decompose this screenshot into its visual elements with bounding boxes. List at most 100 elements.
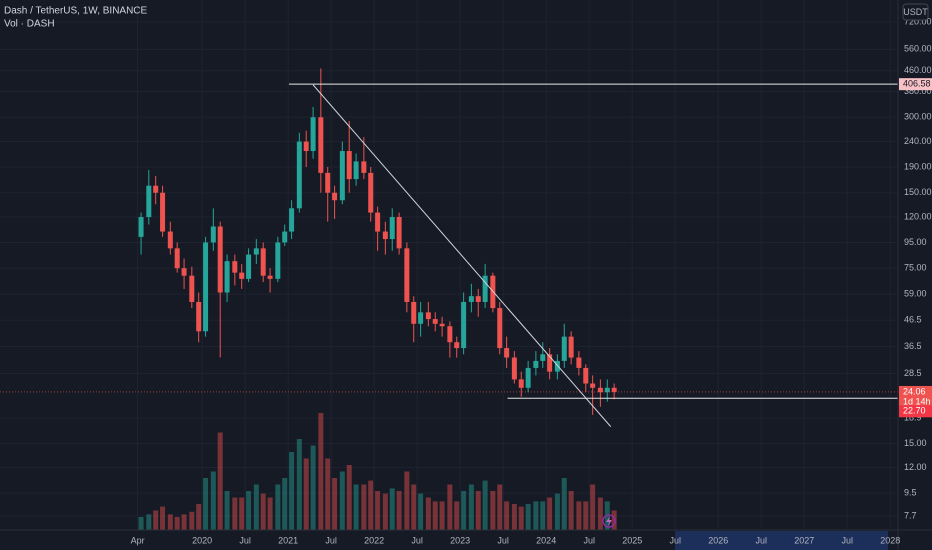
y-tick-label: 460.00 bbox=[904, 65, 932, 75]
candle-body bbox=[497, 308, 503, 349]
currency-button[interactable] bbox=[902, 3, 929, 21]
y-tick-label: 95.00 bbox=[904, 237, 927, 247]
level-price-box bbox=[899, 78, 932, 91]
candle-body bbox=[525, 367, 531, 388]
volume-bar bbox=[547, 497, 553, 530]
volume-bar bbox=[461, 491, 467, 530]
volume-bar bbox=[253, 484, 259, 530]
candle-body bbox=[160, 192, 166, 232]
x-tick-label: 2026 bbox=[708, 535, 728, 545]
candle-body bbox=[533, 360, 539, 368]
candle-body bbox=[339, 151, 345, 201]
volume-bar bbox=[425, 497, 431, 530]
candle-body bbox=[561, 336, 567, 361]
trend-line bbox=[312, 84, 612, 427]
volume-bar bbox=[439, 501, 445, 530]
volume-bar bbox=[296, 439, 302, 530]
symbol-title: Dash / TetherUS, 1W, BINANCE bbox=[4, 6, 148, 17]
candle-body bbox=[468, 296, 474, 302]
volume-bar bbox=[289, 452, 295, 530]
candle-body bbox=[325, 172, 331, 193]
flash-icon[interactable] bbox=[602, 514, 616, 528]
volume-bar bbox=[540, 501, 546, 530]
candle-body bbox=[224, 261, 230, 293]
candle-body bbox=[260, 248, 266, 276]
candle-body bbox=[518, 379, 524, 388]
y-tick-label: 560.00 bbox=[904, 44, 932, 54]
volume-bar bbox=[511, 504, 517, 530]
volume-bar bbox=[518, 506, 524, 530]
volume-bar bbox=[167, 514, 173, 530]
candle-body bbox=[232, 261, 238, 273]
candle-body bbox=[346, 151, 352, 180]
volume-bar bbox=[146, 514, 152, 530]
time-range-highlight bbox=[675, 531, 888, 550]
volume-bar bbox=[353, 484, 359, 530]
candle-body bbox=[267, 275, 273, 279]
y-tick-label: 190.00 bbox=[904, 161, 932, 171]
volume-bar bbox=[583, 501, 589, 530]
volume-bar bbox=[224, 491, 230, 530]
y-tick-label: 18.9 bbox=[904, 413, 922, 423]
candle-body bbox=[353, 161, 359, 180]
volume-bar bbox=[153, 510, 159, 530]
candle-body bbox=[174, 248, 180, 269]
x-tick-label: Jul bbox=[583, 535, 595, 545]
volume-bar bbox=[468, 484, 474, 530]
level-price-box bbox=[899, 405, 932, 418]
candle-body bbox=[597, 387, 603, 393]
y-tick-label: 720.00 bbox=[904, 16, 932, 26]
volume-title: Vol · DASH bbox=[4, 19, 55, 30]
x-tick-label: 2021 bbox=[278, 535, 298, 545]
x-tick-label: 2022 bbox=[364, 535, 384, 545]
x-tick-label: Jul bbox=[841, 535, 853, 545]
candle-body bbox=[153, 185, 159, 193]
candle-body bbox=[296, 141, 302, 209]
candle-body bbox=[439, 323, 445, 327]
candle-body bbox=[418, 312, 424, 324]
x-tick-label: 2025 bbox=[622, 535, 642, 545]
volume-bar bbox=[246, 491, 252, 530]
y-tick-label: 12.00 bbox=[904, 462, 927, 472]
x-tick-label: 2024 bbox=[536, 535, 556, 545]
volume-bar bbox=[533, 501, 539, 530]
volume-bar bbox=[368, 480, 374, 530]
volume-bar bbox=[389, 488, 395, 530]
x-tick-label: 2027 bbox=[794, 535, 814, 545]
volume-bar bbox=[396, 491, 402, 530]
volume-bar bbox=[576, 501, 582, 530]
volume-bar bbox=[411, 484, 417, 530]
candle-body bbox=[282, 231, 288, 243]
volume-bar bbox=[160, 506, 166, 530]
volume-bar bbox=[490, 491, 496, 530]
y-tick-label: 380.00 bbox=[904, 86, 932, 96]
currency-label[interactable]: USDT bbox=[903, 7, 928, 17]
volume-bar bbox=[260, 493, 266, 530]
y-tick-label: 120.00 bbox=[904, 211, 932, 221]
candle-body bbox=[375, 212, 381, 232]
candle-body bbox=[611, 387, 617, 392]
level-price-label: 406.58 bbox=[903, 79, 931, 89]
x-tick-label: Jul bbox=[411, 535, 423, 545]
candle-body bbox=[275, 242, 281, 279]
x-tick-label: Jul bbox=[325, 535, 337, 545]
volume-bar bbox=[497, 484, 503, 530]
candle-body bbox=[432, 319, 438, 324]
drawings bbox=[0, 83, 898, 427]
candles bbox=[138, 68, 617, 415]
last-price-label: 24.06 bbox=[903, 386, 926, 396]
volume-bar bbox=[267, 497, 273, 530]
y-tick-label: 150.00 bbox=[904, 187, 932, 197]
candle-body bbox=[239, 272, 245, 279]
candle-body bbox=[411, 301, 417, 324]
flash-bolt bbox=[606, 516, 612, 526]
volume-bar bbox=[275, 484, 281, 530]
volume-bar bbox=[318, 413, 324, 530]
candle-body bbox=[368, 172, 374, 213]
volume-bar bbox=[303, 458, 309, 530]
candle-body bbox=[554, 360, 560, 372]
y-tick-label: 46.5 bbox=[904, 315, 922, 325]
x-tick-label: 2028 bbox=[880, 535, 900, 545]
volume-bar bbox=[454, 501, 460, 530]
